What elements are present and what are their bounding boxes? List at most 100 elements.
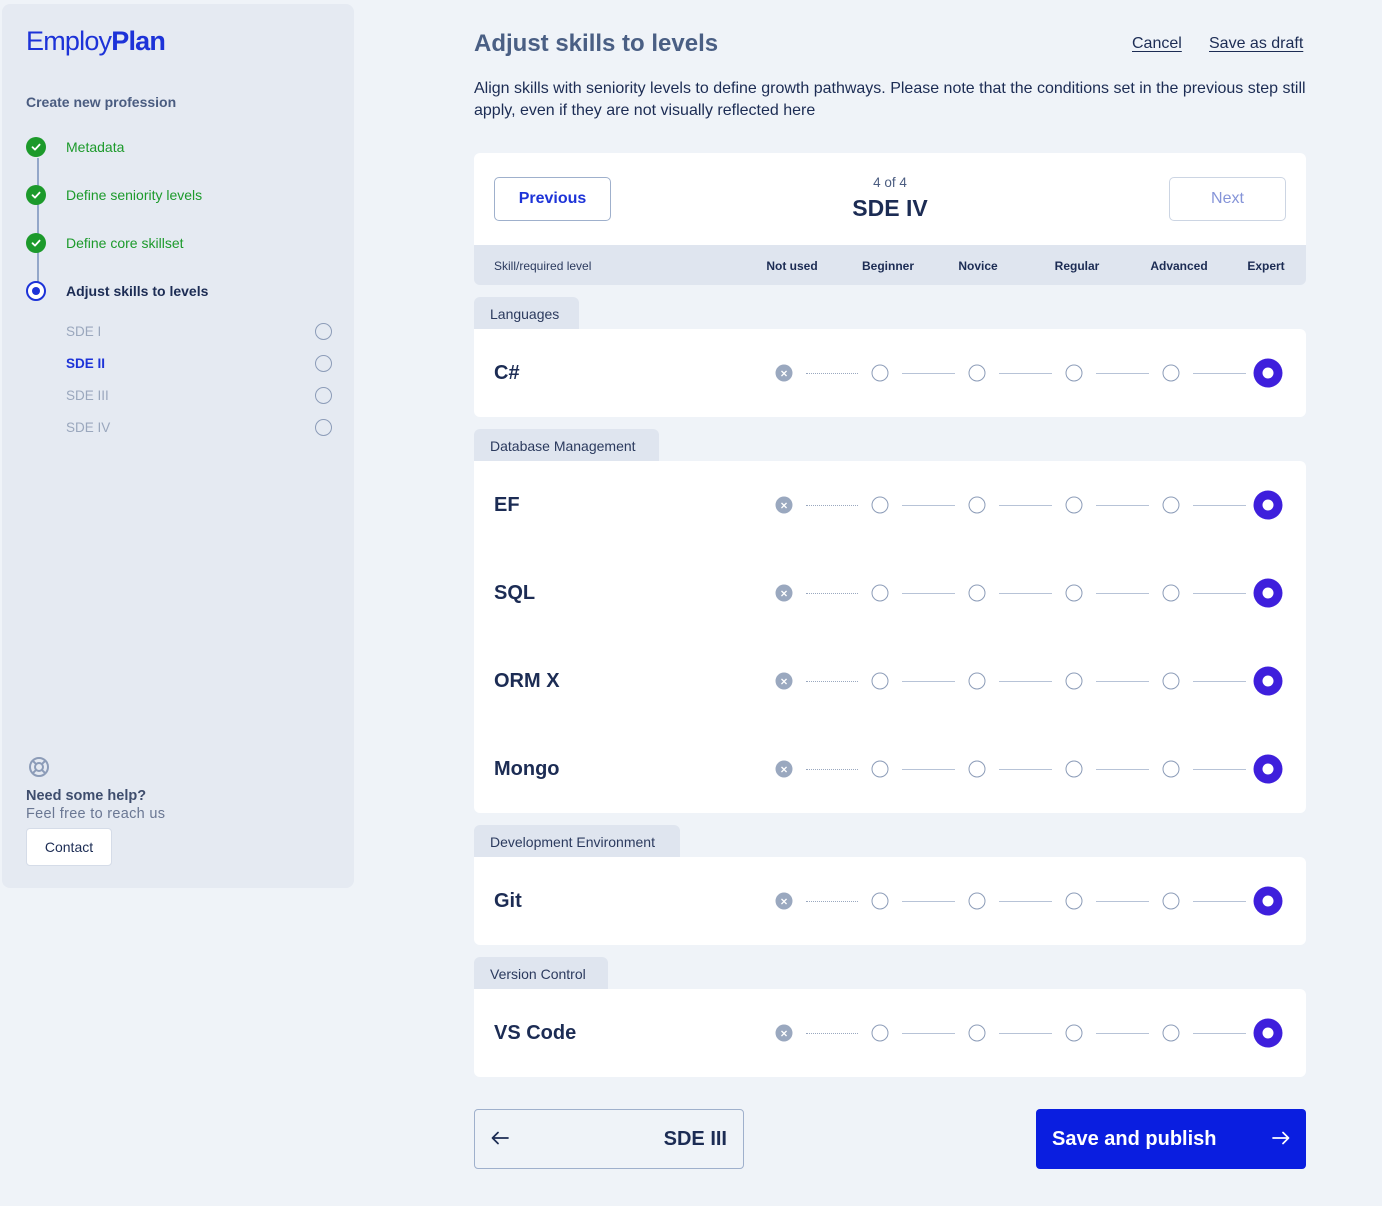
level-option-not-used-x-circle-icon[interactable]: × — [775, 672, 793, 690]
level-option-novice[interactable] — [968, 672, 986, 690]
sidebar: EmployPlan Create new profession Metadat… — [2, 4, 354, 888]
save-draft-link[interactable]: Save as draft — [1209, 35, 1304, 52]
level-connector — [999, 769, 1052, 770]
level-option-novice[interactable] — [968, 892, 986, 910]
level-connector — [999, 505, 1052, 506]
level-connector — [999, 1033, 1052, 1034]
next-button[interactable]: Next — [1169, 177, 1286, 221]
level-option-beginner[interactable] — [871, 672, 889, 690]
check-icon — [26, 137, 46, 157]
level-option-beginner[interactable] — [871, 364, 889, 382]
group-tab: Development Environment — [474, 825, 680, 858]
level-connector — [1096, 901, 1149, 902]
level-connector — [1096, 769, 1149, 770]
level-counter: 4 of 4 — [873, 175, 907, 190]
level-connector — [806, 505, 858, 506]
level-connector — [806, 373, 858, 374]
sub-step-label: SDE I — [66, 323, 102, 339]
level-option-not-used-x-circle-icon[interactable]: × — [775, 760, 793, 778]
level-option-regular[interactable] — [1065, 892, 1083, 910]
step-label: Define seniority levels — [66, 187, 203, 203]
arrow-right-icon — [1272, 1131, 1290, 1148]
level-option-expert-selected[interactable] — [1253, 490, 1283, 520]
level-option-not-used-x-circle-icon[interactable]: × — [775, 584, 793, 602]
page-title: Adjust skills to levels — [474, 30, 719, 57]
skill-name: Mongo — [494, 757, 560, 780]
level-option-advanced[interactable] — [1162, 364, 1180, 382]
level-connector — [806, 681, 858, 682]
contact-button[interactable]: Contact — [26, 828, 112, 866]
level-title: SDE IV — [852, 195, 928, 221]
sub-step-sde-4[interactable]: SDE IV — [66, 416, 332, 438]
level-option-expert-selected[interactable] — [1253, 1018, 1283, 1048]
level-option-expert-selected[interactable] — [1253, 578, 1283, 608]
brand-logo[interactable]: EmployPlan — [26, 26, 166, 56]
level-option-expert-selected[interactable] — [1253, 754, 1283, 784]
arrow-left-icon — [491, 1131, 509, 1148]
level-option-regular[interactable] — [1065, 760, 1083, 778]
skill-name: VS Code — [494, 1021, 577, 1044]
column-header-regular: Regular — [1054, 259, 1100, 273]
level-option-not-used-x-circle-icon[interactable]: × — [775, 364, 793, 382]
level-connector — [1096, 681, 1149, 682]
level-connector — [1193, 901, 1246, 902]
level-option-advanced[interactable] — [1162, 672, 1180, 690]
sub-step-label: SDE IV — [66, 419, 111, 435]
level-option-regular[interactable] — [1065, 1024, 1083, 1042]
cancel-link[interactable]: Cancel — [1132, 35, 1182, 52]
level-option-advanced[interactable] — [1162, 1024, 1180, 1042]
level-connector — [1193, 593, 1246, 594]
column-header-not-used: Not used — [766, 259, 818, 273]
level-connector — [1193, 769, 1246, 770]
column-header-novice: Novice — [958, 259, 998, 273]
level-option-novice[interactable] — [968, 1024, 986, 1042]
level-option-beginner[interactable] — [871, 496, 889, 514]
level-connector — [1096, 593, 1149, 594]
skill-group-card: EF × SQL × ORM X × Mongo × — [474, 461, 1306, 813]
level-option-beginner[interactable] — [871, 584, 889, 602]
sub-step-sde-3[interactable]: SDE III — [66, 384, 332, 406]
level-option-not-used-x-circle-icon[interactable]: × — [775, 496, 793, 514]
step-metadata[interactable]: Metadata — [26, 135, 124, 159]
check-icon — [26, 233, 46, 253]
level-option-expert-selected[interactable] — [1253, 358, 1283, 388]
level-option-regular[interactable] — [1065, 496, 1083, 514]
level-option-expert-selected[interactable] — [1253, 666, 1283, 696]
skill-name: Git — [494, 889, 522, 912]
level-connector — [806, 593, 858, 594]
level-option-expert-selected[interactable] — [1253, 886, 1283, 916]
level-option-advanced[interactable] — [1162, 760, 1180, 778]
level-option-novice[interactable] — [968, 584, 986, 602]
level-option-advanced[interactable] — [1162, 584, 1180, 602]
group-tab: Database Management — [474, 429, 659, 462]
level-option-advanced[interactable] — [1162, 892, 1180, 910]
level-option-novice[interactable] — [968, 364, 986, 382]
level-option-regular[interactable] — [1065, 672, 1083, 690]
skill-row: SQL × — [474, 549, 1306, 637]
level-option-beginner[interactable] — [871, 1024, 889, 1042]
level-option-beginner[interactable] — [871, 892, 889, 910]
level-option-not-used-x-circle-icon[interactable]: × — [775, 892, 793, 910]
previous-level-button[interactable]: SDE III — [474, 1109, 744, 1169]
previous-button[interactable]: Previous — [494, 177, 611, 221]
level-connector — [806, 1033, 858, 1034]
step-core-skillset[interactable]: Define core skillset — [26, 231, 184, 255]
level-option-beginner[interactable] — [871, 760, 889, 778]
help-subtitle: Feel free to reach us — [26, 806, 166, 822]
sub-step-sde-1[interactable]: SDE I — [66, 320, 332, 342]
sub-step-sde-2[interactable]: SDE II — [66, 352, 332, 374]
level-connector — [1096, 505, 1149, 506]
level-option-novice[interactable] — [968, 760, 986, 778]
sub-step-label: SDE III — [66, 387, 109, 403]
level-option-regular[interactable] — [1065, 364, 1083, 382]
save-and-publish-button[interactable]: Save and publish — [1036, 1109, 1306, 1169]
level-option-regular[interactable] — [1065, 584, 1083, 602]
level-option-advanced[interactable] — [1162, 496, 1180, 514]
level-connector — [999, 593, 1052, 594]
step-seniority-levels[interactable]: Define seniority levels — [26, 183, 202, 207]
level-connector — [999, 901, 1052, 902]
level-connector — [902, 593, 955, 594]
level-option-novice[interactable] — [968, 496, 986, 514]
level-option-not-used-x-circle-icon[interactable]: × — [775, 1024, 793, 1042]
step-adjust-skills[interactable]: Adjust skills to levels — [26, 279, 208, 303]
